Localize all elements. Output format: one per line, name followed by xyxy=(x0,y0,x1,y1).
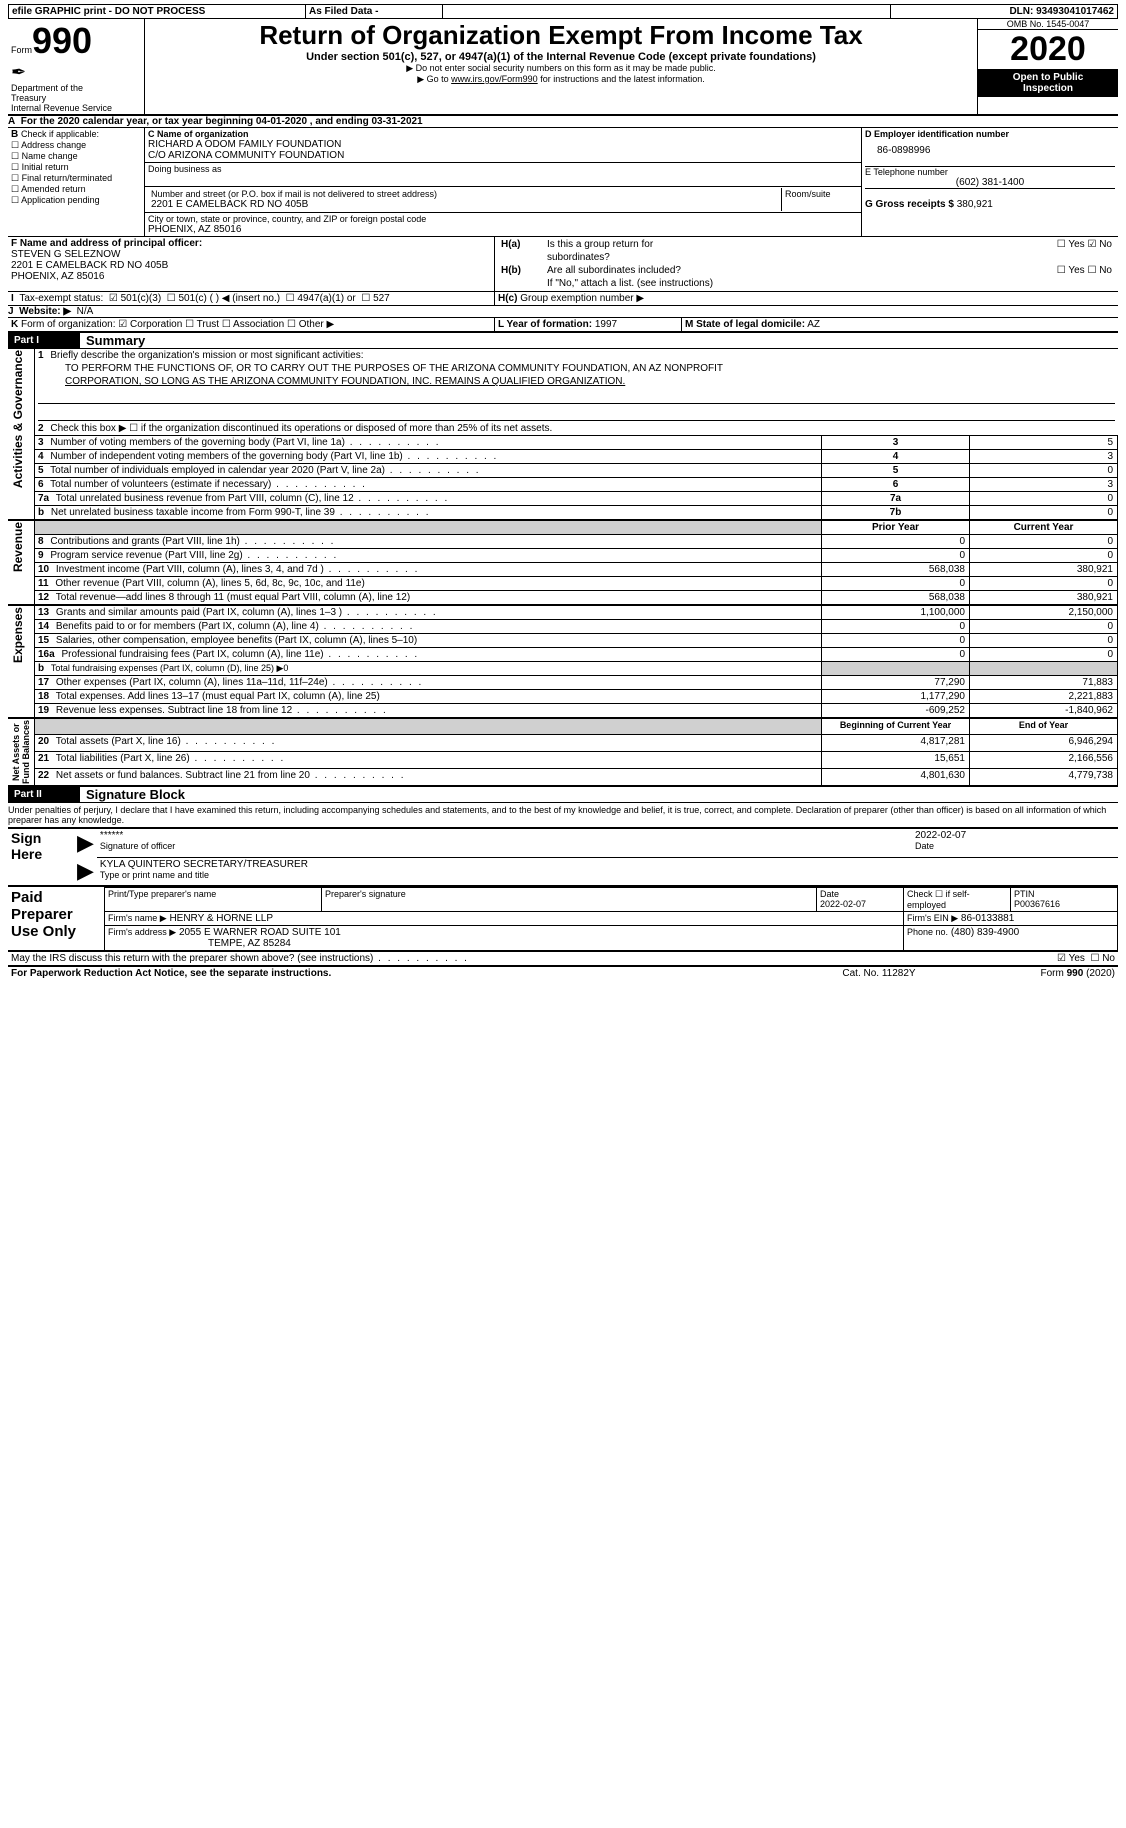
irs-link[interactable]: www.irs.gov/Form990 xyxy=(451,74,538,84)
part1-table: Activities & Governance 1 Briefly descri… xyxy=(8,348,1118,787)
form-990: 990 xyxy=(32,20,92,61)
phone: (602) 381-1400 xyxy=(865,177,1115,188)
dln-label: DLN: xyxy=(1009,6,1033,17)
efile-label: efile GRAPHIC print - DO NOT PROCESS xyxy=(9,5,306,19)
tax-year: 2020 xyxy=(978,30,1118,69)
ein: 86-0898996 xyxy=(865,139,1115,166)
header-block: Form990 ✒ Department of the Treasury Int… xyxy=(8,19,1118,116)
org-name: RICHARD A ODOM FAMILY FOUNDATION xyxy=(148,139,858,150)
asfiled-label: As Filed Data - xyxy=(306,5,443,19)
line-a: A For the 2020 calendar year, or tax yea… xyxy=(8,116,1118,128)
omb: OMB No. 1545-0047 xyxy=(978,19,1118,30)
paid-preparer-block: Paid Preparer Use Only Print/Type prepar… xyxy=(8,887,1118,952)
dln-value: 93493041017462 xyxy=(1036,6,1114,17)
footer: For Paperwork Reduction Act Notice, see … xyxy=(8,967,1118,980)
form-title: Return of Organization Exempt From Incom… xyxy=(148,20,974,51)
gross-receipts: 380,921 xyxy=(957,199,993,210)
top-bar: efile GRAPHIC print - DO NOT PROCESS As … xyxy=(8,4,1118,19)
entity-block: B Check if applicable: Address change Na… xyxy=(8,128,1118,236)
part1-header: Part I Summary xyxy=(8,333,1118,348)
sign-here-block: Sign Here ▶ ******Signature of officer 2… xyxy=(8,829,1118,887)
part2-header: Part II Signature Block xyxy=(8,787,1118,802)
